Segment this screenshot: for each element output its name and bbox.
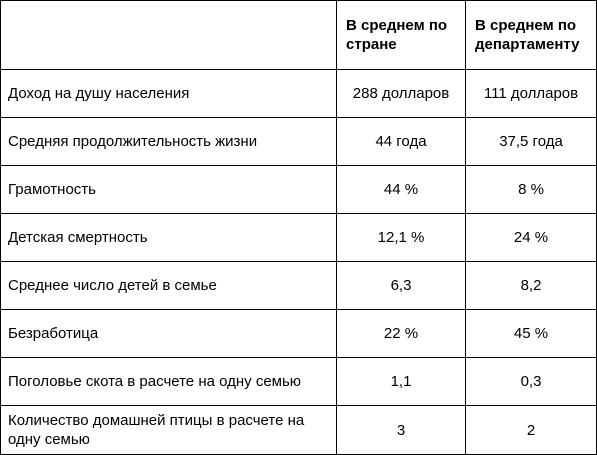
department-value: 37,5 года	[465, 117, 597, 166]
row-label: Средняя продолжительность жизни	[0, 117, 337, 166]
row-label: Доход на душу населения	[0, 69, 337, 118]
row-label: Поголовье скота в расчете на одну семью	[0, 357, 337, 406]
table-row: Детская смертность 12,1 % 24 %	[0, 213, 597, 262]
department-value: 24 %	[465, 213, 597, 262]
row-label: Детская смертность	[0, 213, 337, 262]
row-label: Количество домашней птицы в расчете на о…	[0, 405, 337, 455]
country-value: 1,1	[336, 357, 466, 406]
department-value: 8,2	[465, 261, 597, 310]
row-label: Среднее число детей в семье	[0, 261, 337, 310]
table-row: Безработица 22 % 45 %	[0, 309, 597, 358]
department-value: 45 %	[465, 309, 597, 358]
country-value: 22 %	[336, 309, 466, 358]
row-label: Грамотность	[0, 165, 337, 214]
table-row: Средняя продолжительность жизни 44 года …	[0, 117, 597, 166]
table-row: Доход на душу населения 288 долларов 111…	[0, 69, 597, 118]
department-value: 111 долларов	[465, 69, 597, 118]
country-value: 288 долларов	[336, 69, 466, 118]
country-value: 44 %	[336, 165, 466, 214]
country-value: 6,3	[336, 261, 466, 310]
table-row: Поголовье скота в расчете на одну семью …	[0, 357, 597, 406]
country-value: 12,1 %	[336, 213, 466, 262]
table-header-row: В среднем по стране В среднем по департа…	[0, 0, 597, 70]
header-corner-cell	[0, 0, 337, 70]
table-row: Количество домашней птицы в расчете на о…	[0, 405, 597, 455]
department-value: 0,3	[465, 357, 597, 406]
country-value: 44 года	[336, 117, 466, 166]
department-value: 8 %	[465, 165, 597, 214]
table-row: Грамотность 44 % 8 %	[0, 165, 597, 214]
country-value: 3	[336, 405, 466, 455]
header-department-average: В среднем по департаменту	[465, 0, 597, 70]
department-value: 2	[465, 405, 597, 455]
table-row: Среднее число детей в семье 6,3 8,2	[0, 261, 597, 310]
row-label: Безработица	[0, 309, 337, 358]
header-country-average: В среднем по стране	[336, 0, 466, 70]
